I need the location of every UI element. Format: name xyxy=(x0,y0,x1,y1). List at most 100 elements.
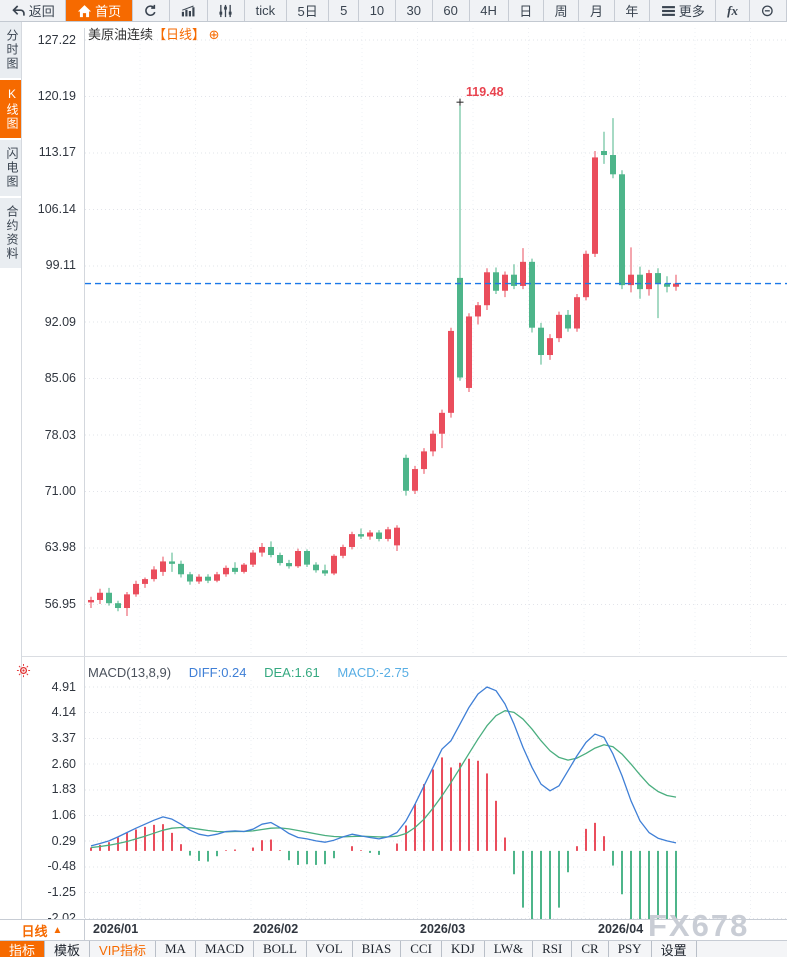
toolbar-year-button[interactable]: 年 xyxy=(614,0,651,21)
macd-diff-value: DIFF:0.24 xyxy=(188,665,247,680)
price-axis-label: 106.14 xyxy=(37,201,76,216)
toolbar-60min-label: 60 xyxy=(443,3,458,18)
grid-layer xyxy=(22,28,787,919)
toolbar-10min-button[interactable]: 10 xyxy=(359,0,396,21)
toolbar-10min-label: 10 xyxy=(369,3,385,18)
bottombar-ma-button[interactable]: MA xyxy=(156,941,196,957)
bottombar-bias-button[interactable]: BIAS xyxy=(353,941,402,957)
bottombar-vip-indicator-button[interactable]: VIP指标 xyxy=(90,941,156,957)
toolbar-day-button[interactable]: 日 xyxy=(508,0,544,21)
high-annotation: 119.48 xyxy=(456,85,504,106)
bottombar-template-button[interactable]: 模板 xyxy=(45,941,91,957)
candlestick-layer xyxy=(88,102,679,617)
sidebar-item-contract-info[interactable]: 合约资料 xyxy=(0,198,21,270)
price-axis-label: 113.17 xyxy=(38,145,76,160)
instrument-name: 美原油连续 xyxy=(88,27,154,42)
toolbar-4h-button[interactable]: 4H xyxy=(469,0,509,21)
bottombar-vol-button[interactable]: VOL xyxy=(307,941,353,957)
sidebar-item-time-chart[interactable]: 分时图 xyxy=(0,22,21,80)
time-axis-label: 2026/02 xyxy=(253,922,299,936)
toolbar-back-label: 返回 xyxy=(28,4,55,19)
price-axis-label: 78.03 xyxy=(44,427,76,442)
macd-axis-label: 1.06 xyxy=(51,808,76,822)
price-axis-label: 120.19 xyxy=(37,88,76,103)
bottombar-psy-button[interactable]: PSY xyxy=(609,941,652,957)
price-axis-label: 85.06 xyxy=(44,371,76,386)
svg-text:119.48: 119.48 xyxy=(466,85,504,99)
price-axis-label: 71.00 xyxy=(44,484,76,499)
toolbar-home-button[interactable]: 首页 xyxy=(66,0,133,21)
sliders-icon xyxy=(218,4,233,18)
price-axis-label: 99.11 xyxy=(45,258,76,273)
macd-axis-label: 1.83 xyxy=(51,782,76,797)
macd-axis-label: 3.37 xyxy=(51,730,76,745)
macd-axis-label: 2.60 xyxy=(51,756,76,771)
sidebar-item-kline-chart[interactable]: K线图 xyxy=(0,80,21,140)
macd-params: MACD(13,8,9) xyxy=(88,665,172,680)
toolbar-back-button[interactable]: 返回 xyxy=(0,0,67,21)
bottombar-lw-button[interactable]: LW& xyxy=(485,941,534,957)
bottom-toolbar: 指标 模板 VIP指标 MA MACD BOLL VOL BIAS CCI KDJ LW& RSI CR… xyxy=(0,940,787,957)
toolbar-home-label: 首页 xyxy=(95,4,122,19)
macd-axis-label: 4.14 xyxy=(51,705,76,720)
macd-axis-label: 0.29 xyxy=(51,833,76,848)
toolbar-4h-label: 4H xyxy=(480,3,497,18)
price-axis-label: 56.95 xyxy=(44,596,76,611)
bottombar-macd-button[interactable]: MACD xyxy=(196,941,254,957)
toolbar-fx-button[interactable]: fx xyxy=(716,0,750,21)
bottombar-kdj-button[interactable]: KDJ xyxy=(442,941,485,957)
period-selector[interactable]: 日线 ▲ xyxy=(0,920,85,940)
toolbar-more-button[interactable]: 更多 xyxy=(650,0,717,21)
expand-icon[interactable]: ⊕ xyxy=(208,27,220,42)
toolbar-60min-button[interactable]: 60 xyxy=(432,0,470,21)
chart-icon xyxy=(181,4,196,18)
time-axis-label: 2026/01 xyxy=(93,922,139,936)
macd-axis-label: 4.91 xyxy=(51,679,76,694)
macd-axis-label: -0.48 xyxy=(47,859,77,874)
top-toolbar: 返回 首页 tick 5日 5 10 30 60 4H 日 周 月 年 更多 fx xyxy=(0,0,787,22)
toolbar-tick-button[interactable]: tick xyxy=(244,0,287,21)
toolbar-refresh-button[interactable] xyxy=(132,0,171,21)
time-axis-label: 2026/03 xyxy=(420,922,466,936)
bottombar-boll-button[interactable]: BOLL xyxy=(254,941,307,957)
indicator-settings-icon[interactable] xyxy=(16,663,31,678)
refresh-icon xyxy=(143,4,158,18)
triangle-up-icon: ▲ xyxy=(52,924,63,936)
macd-axis-label: -1.25 xyxy=(47,885,77,900)
footer-separator xyxy=(0,919,787,920)
sidebar-item-lightning-chart[interactable]: 闪电图 xyxy=(0,140,21,198)
bottombar-cr-button[interactable]: CR xyxy=(572,941,609,957)
toolbar-5d-button[interactable]: 5日 xyxy=(286,0,330,21)
price-axis-label: 92.09 xyxy=(44,314,76,329)
toolbar-indicator-params-button[interactable] xyxy=(207,0,245,21)
toolbar-year-label: 年 xyxy=(625,4,639,19)
macd-layer xyxy=(90,686,677,919)
macd-dea-value: DEA:1.61 xyxy=(264,665,320,680)
toolbar-30min-button[interactable]: 30 xyxy=(395,0,433,21)
toolbar-5min-label: 5 xyxy=(340,3,348,18)
toolbar-week-label: 周 xyxy=(554,4,568,19)
bottombar-cci-button[interactable]: CCI xyxy=(401,941,442,957)
left-sidebar: 分时图 K线图 闪电图 合约资料 xyxy=(0,22,22,920)
period-selector-label: 日线 xyxy=(21,923,48,939)
watermark: FX678 xyxy=(648,908,750,943)
back-icon xyxy=(11,4,26,18)
macd-macd-value: MACD:-2.75 xyxy=(337,665,409,680)
toolbar-chart-style-button[interactable] xyxy=(170,0,208,21)
bottombar-rsi-button[interactable]: RSI xyxy=(533,941,573,957)
toolbar-more-label: 更多 xyxy=(678,4,705,19)
bottombar-indicator-button[interactable]: 指标 xyxy=(0,941,46,957)
toolbar-week-button[interactable]: 周 xyxy=(543,0,580,21)
toolbar-5min-button[interactable]: 5 xyxy=(329,0,359,21)
price-axis-label: 63.98 xyxy=(44,540,76,555)
menu-icon xyxy=(661,4,676,18)
bottombar-settings-button[interactable]: 设置 xyxy=(652,941,697,957)
toolbar-30min-label: 30 xyxy=(406,3,421,18)
toolbar-fx-label: fx xyxy=(727,2,739,18)
toolbar-tick-label: tick xyxy=(255,3,276,18)
price-axis-label: 127.22 xyxy=(37,32,76,47)
toolbar-month-button[interactable]: 月 xyxy=(579,0,615,21)
period-tag: 【日线】 xyxy=(153,27,206,42)
